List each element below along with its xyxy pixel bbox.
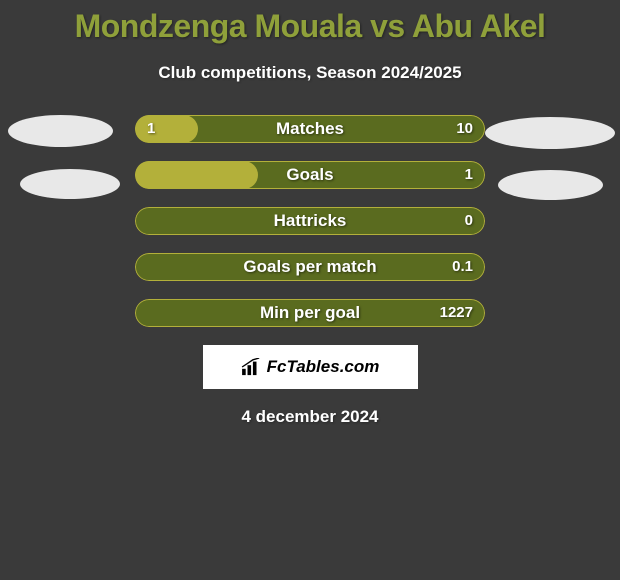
logo-box[interactable]: FcTables.com (203, 345, 418, 389)
stat-bar: Goals per match0.1 (135, 253, 485, 281)
stat-right-value: 0 (465, 207, 473, 235)
stat-right-value: 1 (465, 161, 473, 189)
stat-right-value: 1227 (440, 299, 473, 327)
stat-label: Hattricks (135, 207, 485, 235)
logo-text: FcTables.com (267, 357, 380, 377)
comparison-title: Mondzenga Mouala vs Abu Akel (0, 0, 620, 45)
stat-label: Goals per match (135, 253, 485, 281)
stat-bar: Goals1 (135, 161, 485, 189)
chart-area: 1Matches10Goals1Hattricks0Goals per matc… (0, 115, 620, 327)
player-oval (20, 169, 120, 199)
player-oval (8, 115, 113, 147)
date-text: 4 december 2024 (0, 407, 620, 427)
stat-bar: 1Matches10 (135, 115, 485, 143)
stat-bar: Hattricks0 (135, 207, 485, 235)
player-oval (485, 117, 615, 149)
stat-bar: Min per goal1227 (135, 299, 485, 327)
stat-right-value: 0.1 (452, 253, 473, 281)
stat-right-value: 10 (456, 115, 473, 143)
stat-label: Min per goal (135, 299, 485, 327)
bars-container: 1Matches10Goals1Hattricks0Goals per matc… (135, 115, 485, 327)
stat-label: Goals (135, 161, 485, 189)
subtitle: Club competitions, Season 2024/2025 (0, 63, 620, 83)
player-oval (498, 170, 603, 200)
chart-icon (241, 358, 263, 376)
stat-label: Matches (135, 115, 485, 143)
